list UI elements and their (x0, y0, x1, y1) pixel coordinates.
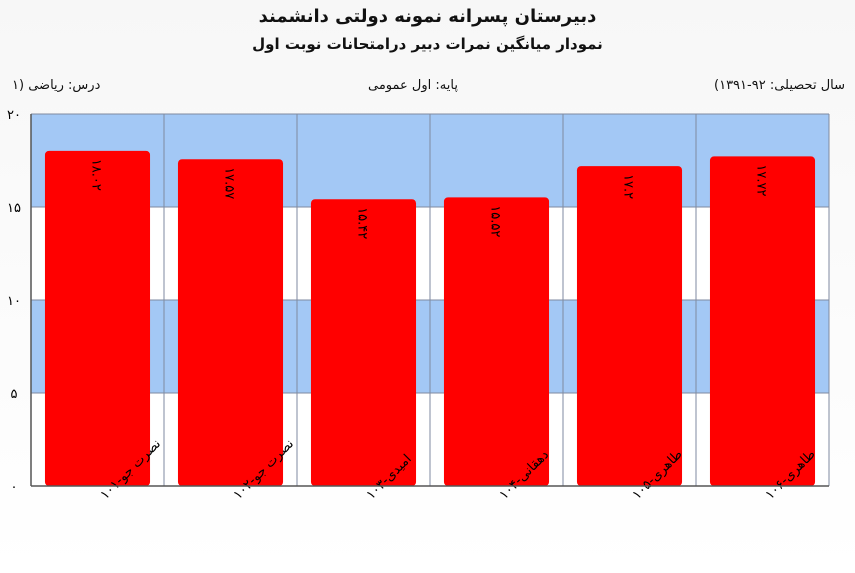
page-title: دبیرستان پسرانه نمونه دولتی دانشمند (258, 6, 597, 27)
y-tick-label: ۵ (11, 387, 18, 402)
y-tick-label: ۲۰ (7, 108, 21, 123)
bar (576, 166, 683, 486)
chart-subtitle: نمودار میانگین نمرات دبیر درامتحانات نوب… (252, 35, 603, 53)
bar-value-label: ۱۷.۷۲ (754, 164, 769, 196)
bar (310, 199, 417, 487)
bar-value-label: ۱۸.۰۲ (89, 159, 104, 191)
grade-label: پایه: اول عمومی (368, 78, 458, 93)
academic-year-label: سال تحصیلی: ۹۲-۱۳۹۱) (714, 78, 845, 93)
bar (709, 156, 816, 486)
y-tick-label: ۱۰ (7, 294, 21, 309)
subject-label: درس: ریاضی (۱ (12, 78, 101, 93)
y-tick-label: ۱۵ (7, 201, 21, 216)
bar (177, 159, 284, 486)
bar-value-label: ۱۵.۴۲ (355, 207, 370, 239)
bar (443, 197, 550, 486)
bar (44, 150, 151, 486)
bar-value-label: ۱۷.۵۷ (222, 167, 237, 199)
y-tick-label: ۰ (11, 480, 18, 495)
bar-value-label: ۱۷.۲ (621, 174, 636, 199)
bar-value-label: ۱۵.۵۲ (488, 205, 503, 237)
